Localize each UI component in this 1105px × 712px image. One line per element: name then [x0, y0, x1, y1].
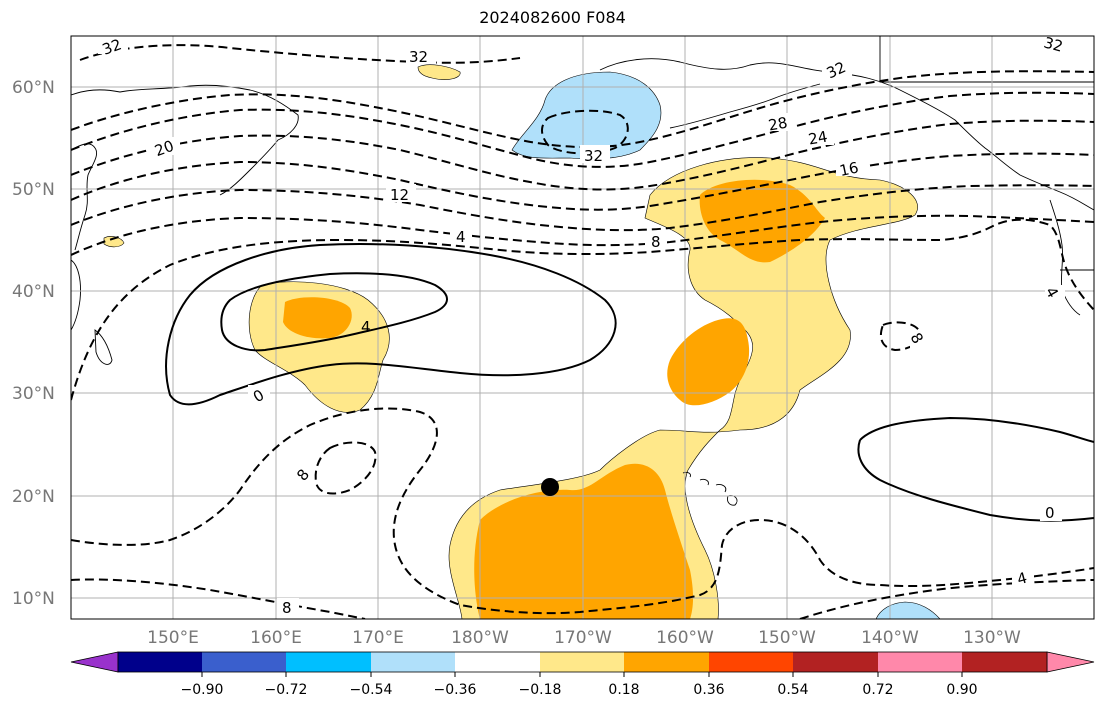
contour-label: 8 — [651, 233, 661, 251]
lat-label: 40°N — [12, 282, 55, 302]
colorbar-segment — [118, 652, 202, 672]
contour-label: 28 — [767, 114, 789, 135]
contour-label: 32 — [409, 48, 428, 66]
map-title: 2024082600 F084 — [479, 8, 626, 27]
shade-orange-north-central — [699, 179, 825, 263]
shade-light-yellow-aleutian — [417, 64, 461, 80]
lon-label: 180°W — [451, 628, 509, 648]
contour-label: 16 — [838, 158, 860, 180]
shade-light-yellow-japan — [103, 236, 125, 248]
colorbar-segment — [371, 652, 455, 672]
contour-label: 8 — [282, 599, 292, 617]
contour-label: 4 — [1015, 569, 1029, 589]
colorbar-tick-label: −0.72 — [265, 682, 308, 698]
lat-label: 60°N — [12, 78, 55, 98]
colorbar-tick-label: 0.72 — [862, 682, 893, 698]
colorbar: −0.90 −0.72 −0.54 −0.36 −0.18 0.18 0.36 … — [70, 651, 1095, 698]
shade-orange-mid-central — [667, 318, 750, 406]
colorbar-segment — [455, 652, 540, 672]
contour-label: 20 — [152, 137, 176, 160]
longitude-labels: 150°E 160°E 170°E 180°W 170°W 160°W 150°… — [147, 628, 1021, 648]
colorbar-segment — [624, 652, 709, 672]
lon-label: 160°W — [656, 628, 714, 648]
dashed-contours — [71, 44, 1094, 619]
contour-label: 4 — [361, 318, 371, 336]
lon-label: 130°W — [963, 628, 1021, 648]
colorbar-segment — [709, 652, 793, 672]
lon-label: 170°E — [352, 628, 404, 648]
lon-label: 160°E — [250, 628, 302, 648]
lat-label: 30°N — [12, 384, 55, 404]
contour-label: 32 — [100, 35, 124, 58]
colorbar-outline — [117, 651, 1048, 673]
colorbar-segment — [962, 652, 1047, 672]
colorbar-extend-low — [70, 651, 119, 673]
contour-label: 12 — [390, 186, 409, 204]
contour-label: 4 — [456, 228, 466, 246]
lat-label: 20°N — [12, 487, 55, 507]
colorbar-tick-label: 0.36 — [693, 682, 724, 698]
lon-label: 140°W — [861, 628, 919, 648]
colorbar-segment — [540, 652, 624, 672]
map-panel: 32 32 32 32 20 32 28 24 16 12 4 8 4 0 8 … — [71, 33, 1094, 619]
colorbar-tick-label: 0.90 — [946, 682, 977, 698]
lat-label: 50°N — [12, 180, 55, 200]
shade-light-blue-bering — [511, 71, 662, 160]
colorbar-extend-high — [1046, 651, 1095, 673]
colorbar-tick-label: −0.54 — [350, 682, 393, 698]
colorbar-tick-label: 0.18 — [608, 682, 639, 698]
colorbar-segment — [878, 652, 962, 672]
colorbar-segment — [286, 652, 371, 672]
shading-layer — [103, 64, 941, 619]
lon-label: 150°E — [147, 628, 199, 648]
colorbar-tick-label: 0.54 — [777, 682, 808, 698]
colorbar-segment — [793, 652, 878, 672]
shade-orange-westpacific — [283, 297, 352, 339]
lon-label: 170°W — [554, 628, 612, 648]
contour-label: 24 — [807, 128, 829, 149]
colorbar-tick-label: −0.36 — [434, 682, 477, 698]
colorbar-tick-label: −0.90 — [181, 682, 224, 698]
latitude-labels: 60°N 50°N 40°N 30°N 20°N 10°N — [12, 78, 55, 609]
colorbar-segment — [202, 652, 286, 672]
contour-label: 32 — [584, 147, 603, 165]
lat-label: 10°N — [12, 589, 55, 609]
contour-label: 32 — [1042, 33, 1065, 55]
colorbar-ticks — [201, 672, 963, 677]
location-marker — [541, 478, 559, 496]
contour-label: 0 — [1045, 504, 1055, 522]
shade-light-blue-south — [875, 601, 941, 619]
lon-label: 150°W — [758, 628, 816, 648]
shade-orange-south-central — [474, 463, 694, 619]
map-frame — [70, 35, 1095, 620]
colorbar-tick-label: −0.18 — [519, 682, 562, 698]
grid-lines — [71, 36, 1094, 619]
